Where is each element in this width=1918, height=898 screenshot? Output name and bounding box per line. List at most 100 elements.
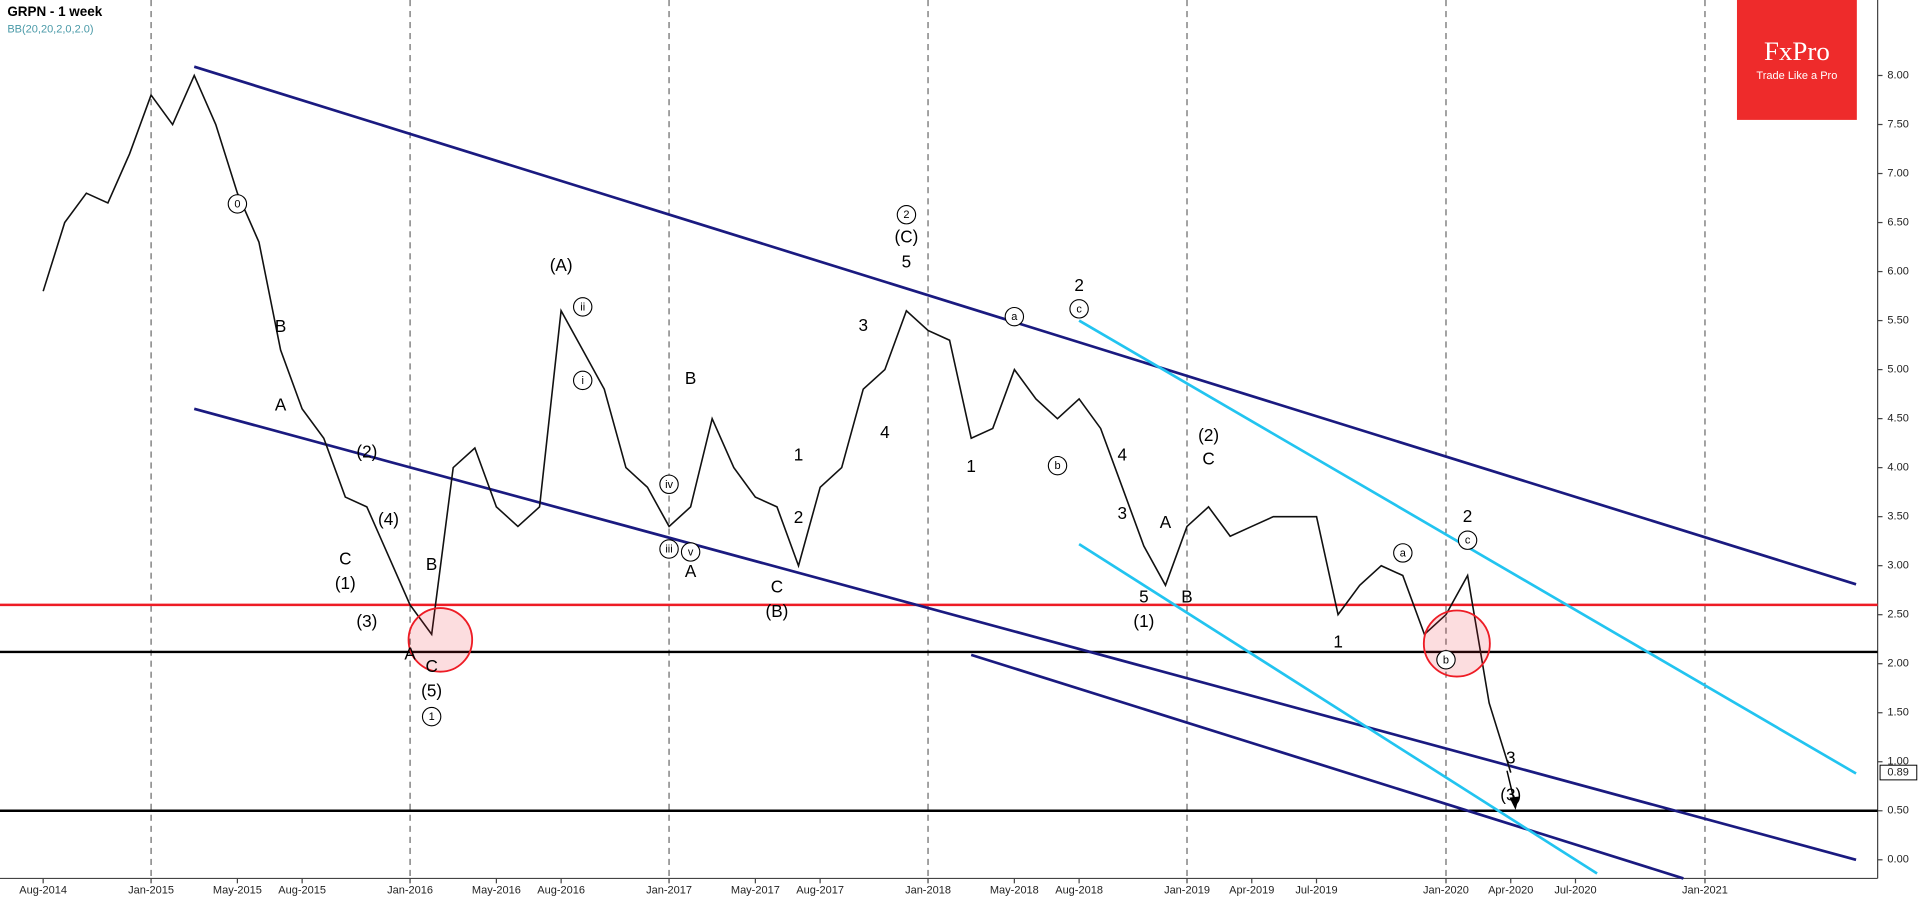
- trend-line: [1078, 542, 1598, 875]
- wave-circle: [227, 194, 248, 214]
- trend-line: [193, 407, 1857, 862]
- x-tick-label: Jan-2016: [387, 885, 433, 897]
- chart-title: GRPN - 1 week: [7, 4, 102, 19]
- wave-label: (C): [895, 228, 919, 247]
- y-tick-label: 3.50: [1887, 511, 1908, 523]
- x-tick-label: Aug-2016: [537, 885, 585, 897]
- wave-circle: [1069, 299, 1089, 319]
- wave-label: (5): [421, 682, 442, 701]
- y-tick-label: 4.00: [1887, 462, 1908, 474]
- wave-circle: [572, 297, 593, 317]
- y-tick-label: 8.00: [1887, 69, 1908, 81]
- wave-circle: [572, 370, 593, 391]
- trend-line: [970, 653, 1684, 880]
- wave-label: c: [1465, 535, 1471, 547]
- x-tick-label: Jul-2020: [1554, 885, 1596, 897]
- y-tick-label: 6.50: [1887, 216, 1908, 228]
- projection-arrow: [1506, 770, 1516, 802]
- wave-label: 4: [880, 423, 890, 442]
- x-tick-label: May-2015: [213, 885, 262, 897]
- wave-label: 2: [903, 209, 909, 221]
- logo-box: [1736, 0, 1857, 120]
- wave-label: C: [1202, 449, 1214, 468]
- last-value-label: 0.89: [1887, 766, 1908, 778]
- wave-label: 3: [1118, 504, 1128, 523]
- wave-label: (1): [335, 574, 356, 593]
- wave-label: 1: [794, 445, 804, 464]
- wave-label: 3: [1506, 748, 1516, 767]
- wave-label: 2: [1074, 276, 1084, 295]
- x-tick-label: Aug-2017: [796, 885, 844, 897]
- indicator-label: BB(20,20,2,0,2.0): [7, 23, 93, 35]
- last-value-box: [1879, 764, 1918, 781]
- wave-label: B: [426, 555, 437, 574]
- x-tick-label: Apr-2019: [1229, 885, 1274, 897]
- wave-label: 3: [859, 316, 869, 335]
- wave-label: C: [425, 657, 437, 676]
- highlight-circle: [1422, 609, 1491, 678]
- wave-circle: [659, 474, 679, 495]
- wave-label: B: [275, 317, 286, 336]
- wave-label: iii: [665, 544, 672, 556]
- wave-label: 4: [1118, 445, 1128, 464]
- wave-label: 2: [794, 508, 804, 527]
- x-tick-label: Jan-2018: [905, 885, 951, 897]
- price-line: [42, 73, 1512, 773]
- x-tick-label: Jan-2015: [128, 885, 174, 897]
- y-tick-label: 0.00: [1887, 854, 1908, 866]
- y-tick-label: 2.00: [1887, 658, 1908, 670]
- x-tick-label: Apr-2020: [1488, 885, 1533, 897]
- wave-label: A: [275, 395, 287, 414]
- x-tick-label: Jul-2019: [1295, 885, 1337, 897]
- wave-label: (4): [378, 510, 399, 529]
- wave-label: 5: [902, 252, 912, 271]
- wave-label: 0: [234, 198, 240, 210]
- x-tick-label: Jan-2020: [1423, 885, 1469, 897]
- wave-label: (2): [1198, 426, 1219, 445]
- y-tick-label: 2.50: [1887, 609, 1908, 621]
- wave-circle: [421, 706, 442, 727]
- wave-circle: [1047, 455, 1068, 476]
- wave-label: B: [685, 369, 696, 388]
- wave-label: (3): [356, 612, 377, 631]
- wave-circle: [1004, 306, 1025, 327]
- wave-label: iv: [665, 479, 673, 491]
- x-tick-label: Jan-2019: [1164, 885, 1210, 897]
- wave-label: b: [1443, 654, 1449, 666]
- wave-label: (B): [766, 602, 789, 621]
- x-tick-label: May-2017: [731, 885, 780, 897]
- wave-label: v: [688, 546, 694, 558]
- x-tick-label: May-2018: [990, 885, 1039, 897]
- wave-label: C: [771, 578, 783, 597]
- wave-label: A: [685, 562, 697, 581]
- x-tick-label: Jan-2021: [1682, 885, 1728, 897]
- logo-tagline: Trade Like a Pro: [1756, 70, 1837, 82]
- wave-circle: [659, 539, 679, 559]
- logo-brand: FxPro: [1764, 36, 1830, 66]
- highlight-circle: [407, 607, 474, 673]
- x-tick-label: Aug-2015: [278, 885, 326, 897]
- x-tick-label: Jan-2017: [646, 885, 692, 897]
- y-tick-label: 1.50: [1887, 707, 1908, 719]
- wave-label: i: [581, 375, 583, 387]
- wave-label: (3): [1500, 786, 1521, 805]
- wave-label: (1): [1133, 612, 1154, 631]
- y-tick-label: 7.00: [1887, 167, 1908, 179]
- y-tick-label: 5.00: [1887, 364, 1908, 376]
- wave-label: c: [1076, 303, 1082, 315]
- wave-label: A: [404, 644, 416, 663]
- wave-circle: [896, 204, 917, 225]
- wave-circle: [1393, 543, 1413, 563]
- wave-label: (A): [550, 256, 573, 275]
- wave-label: B: [1181, 588, 1192, 607]
- y-tick-label: 4.50: [1887, 413, 1908, 425]
- wave-label: 1: [1333, 633, 1343, 652]
- x-tick-label: Aug-2014: [19, 885, 67, 897]
- wave-label: A: [1160, 513, 1172, 532]
- arrow-head: [1509, 796, 1520, 810]
- trend-line: [193, 65, 1857, 586]
- wave-label: 5: [1139, 588, 1149, 607]
